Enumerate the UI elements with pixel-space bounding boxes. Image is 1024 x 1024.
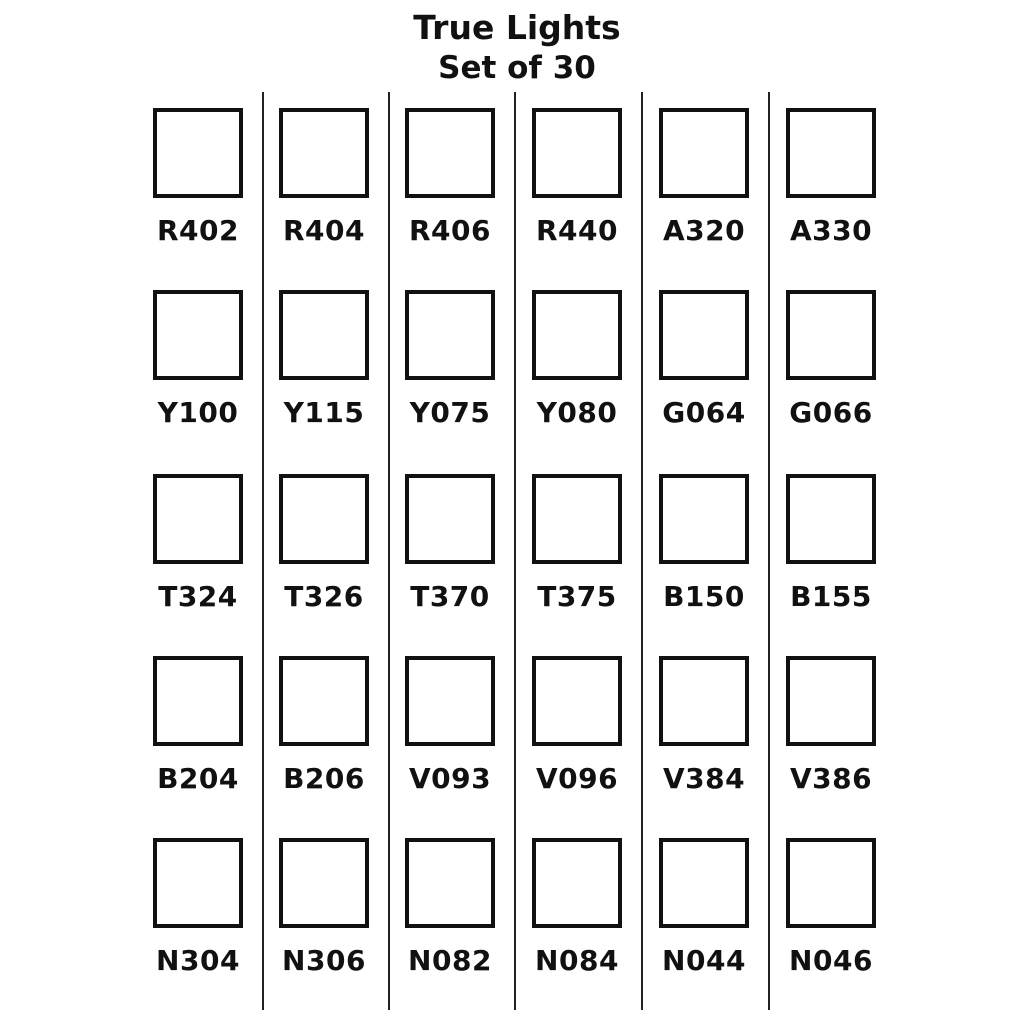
swatch-cell: R406 [387,108,513,291]
color-swatch-box [405,474,495,564]
swatch-code-label: B150 [663,580,745,613]
column-divider [768,92,770,1010]
color-swatch-box [279,290,369,380]
swatch-cell: B206 [261,656,387,839]
swatch-cell: B204 [135,656,261,839]
swatch-cell: A320 [641,108,767,291]
swatch-cell: N044 [641,838,767,1021]
swatch-cell: T326 [261,474,387,657]
swatch-code-label: A320 [662,214,746,247]
color-swatch-box [659,108,749,198]
color-swatch-box [659,290,749,380]
column-divider [388,92,390,1010]
swatch-cell: R402 [135,108,261,291]
color-swatch-box [405,656,495,746]
swatch-cell: N304 [135,838,261,1021]
swatch-code-label: Y100 [157,396,239,429]
swatch-code-label: R440 [535,214,618,247]
swatch-code-label: R404 [282,214,365,247]
swatch-code-label: R402 [156,214,239,247]
column-divider [514,92,516,1010]
swatch-code-label: N084 [535,944,619,977]
swatch-code-label: N044 [662,944,746,977]
swatch-cell: G064 [641,290,767,473]
swatch-cell: B155 [768,474,894,657]
swatch-code-label: Y075 [409,396,491,429]
swatch-cell: N306 [261,838,387,1021]
color-swatch-box [153,108,243,198]
color-swatch-box [532,838,622,928]
column-divider [641,92,643,1010]
swatch-code-label: B204 [157,762,239,795]
swatch-code-label: N306 [282,944,366,977]
color-swatch-box [279,838,369,928]
swatch-cell: A330 [768,108,894,291]
column-divider [262,92,264,1010]
color-swatch-box [532,108,622,198]
color-swatch-box [405,838,495,928]
swatch-code-label: Y115 [283,396,365,429]
swatch-code-label: N046 [789,944,873,977]
color-swatch-box [786,838,876,928]
color-swatch-box [532,290,622,380]
color-swatch-box [279,474,369,564]
page-title: True Lights [413,8,621,47]
swatch-cell: G066 [768,290,894,473]
swatch-code-label: A330 [789,214,873,247]
swatch-code-label: V386 [789,762,873,795]
color-swatch-box [153,290,243,380]
color-swatch-box [405,290,495,380]
swatch-code-label: Y080 [536,396,618,429]
swatch-cell: R440 [514,108,640,291]
swatch-cell: N084 [514,838,640,1021]
color-swatch-box [532,474,622,564]
swatch-cell: V386 [768,656,894,839]
swatch-cell: N082 [387,838,513,1021]
swatch-code-label: B155 [790,580,872,613]
swatch-cell: R404 [261,108,387,291]
swatch-cell: T324 [135,474,261,657]
swatch-cell: T370 [387,474,513,657]
swatch-code-label: N082 [408,944,492,977]
swatch-code-label: T324 [158,580,238,613]
swatch-cell: Y115 [261,290,387,473]
swatch-cell: Y100 [135,290,261,473]
swatch-code-label: G066 [789,396,873,429]
swatch-cell: N046 [768,838,894,1021]
color-swatch-box [659,474,749,564]
swatch-code-label: T326 [284,580,364,613]
swatch-cell: B150 [641,474,767,657]
swatch-code-label: B206 [283,762,365,795]
swatch-cell: T375 [514,474,640,657]
swatch-code-label: V093 [408,762,492,795]
swatch-cell: V093 [387,656,513,839]
color-swatch-box [279,656,369,746]
color-swatch-box [532,656,622,746]
swatch-code-label: V096 [535,762,619,795]
color-swatch-box [786,290,876,380]
swatch-cell: V384 [641,656,767,839]
color-swatch-box [786,108,876,198]
swatch-code-label: N304 [156,944,240,977]
color-swatch-box [153,656,243,746]
swatch-cell: V096 [514,656,640,839]
color-swatch-box [153,474,243,564]
color-swatch-box [279,108,369,198]
swatch-code-label: R406 [408,214,491,247]
color-swatch-box [659,656,749,746]
swatch-cell: Y080 [514,290,640,473]
color-swatch-box [786,474,876,564]
color-swatch-box [153,838,243,928]
page-subtitle: Set of 30 [438,50,596,86]
color-swatch-box [659,838,749,928]
swatch-cell: Y075 [387,290,513,473]
swatch-code-label: G064 [662,396,746,429]
swatch-code-label: T370 [410,580,490,613]
color-swatch-box [405,108,495,198]
swatch-code-label: V384 [662,762,746,795]
color-swatch-box [786,656,876,746]
swatch-code-label: T375 [537,580,617,613]
